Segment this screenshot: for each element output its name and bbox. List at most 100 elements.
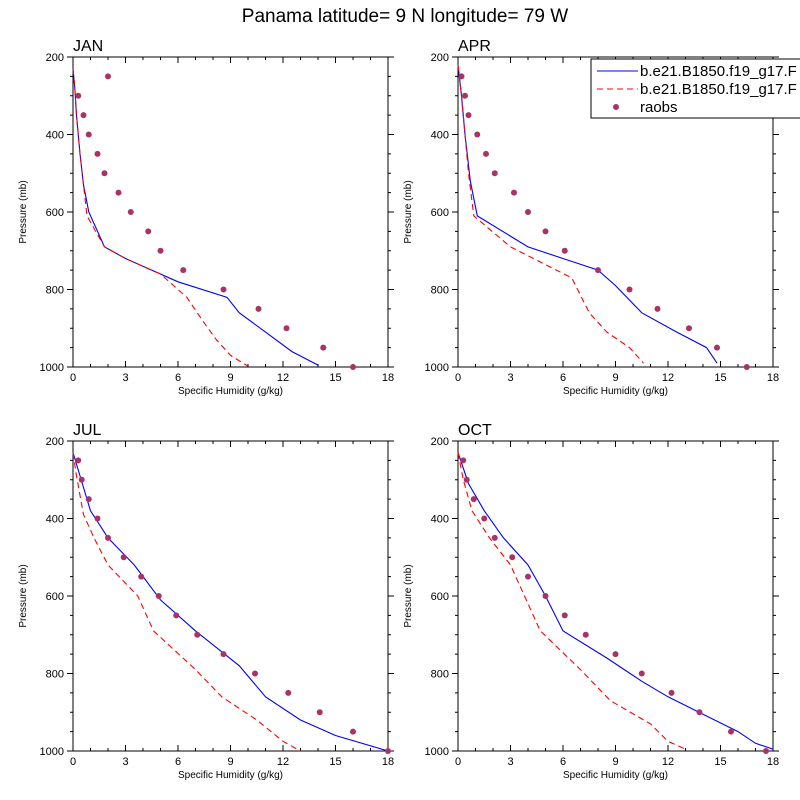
y-axis-label: Pressure (mb) — [403, 564, 414, 627]
model-dashed-line — [72, 68, 249, 367]
raobs-point — [491, 170, 498, 177]
raobs-point — [595, 267, 601, 274]
x-tick-label: 0 — [455, 372, 461, 384]
raobs-point — [654, 305, 661, 312]
panel-oct: OCT 0 3 6 9 12 15 18 200 400 600 800 1000 Specific Hu… — [403, 422, 779, 781]
x-tick-label: 0 — [455, 756, 461, 768]
raobs-point — [220, 651, 227, 658]
raobs-point — [80, 112, 87, 119]
y-tick-label: 600 — [431, 591, 449, 603]
x-tick-label: 12 — [662, 756, 674, 768]
x-tick-label: 12 — [277, 372, 289, 384]
y-tick-label: 800 — [431, 285, 449, 297]
raobs-point — [252, 670, 258, 677]
raobs-point — [157, 247, 164, 254]
raobs-point — [462, 92, 468, 99]
raobs-point — [285, 689, 292, 696]
raobs-point — [105, 73, 111, 80]
x-tick-label: 3 — [507, 372, 513, 384]
raobs-point — [542, 593, 549, 599]
raobs-point — [509, 554, 516, 561]
panel-title: JUL — [73, 422, 102, 439]
y-tick-label: 200 — [431, 436, 449, 448]
raobs-point — [115, 189, 122, 196]
panel-jul: JUL 0 3 6 9 12 15 18 200 400 600 800 1000 Specific Hu… — [18, 422, 394, 781]
panel-title: JAN — [73, 38, 103, 55]
raobs-point — [561, 247, 568, 254]
raobs-point — [686, 325, 692, 332]
legend-label: b.e21.B1850.f19_g17.F — [640, 63, 797, 80]
raobs-point — [180, 267, 187, 274]
x-tick-label: 9 — [612, 756, 618, 768]
x-tick-label: 15 — [329, 756, 341, 768]
raobs-point — [714, 344, 720, 351]
y-tick-label: 600 — [46, 207, 64, 219]
raobs-point — [350, 728, 356, 735]
model-dashed-line — [72, 452, 301, 752]
legend-box — [590, 58, 800, 119]
raobs-point — [474, 131, 481, 138]
raobs-point — [320, 344, 327, 351]
legend-label: raobs — [640, 99, 678, 116]
x-tick-label: 12 — [277, 756, 289, 768]
y-tick-label: 200 — [431, 52, 449, 64]
raobs-point — [85, 496, 92, 503]
plot-frame — [457, 440, 774, 752]
raobs-point — [743, 364, 750, 370]
legend-marker — [613, 104, 619, 110]
model-dashed-line — [457, 452, 686, 750]
x-tick-label: 3 — [122, 756, 128, 768]
y-tick-label: 200 — [46, 436, 64, 448]
x-tick-label: 3 — [122, 372, 128, 384]
chart-title: Panama latitude= 9 N longitude= 79 W — [242, 6, 568, 27]
raobs-point — [138, 573, 145, 580]
model-solid-line — [72, 452, 389, 752]
x-tick-label: 0 — [70, 756, 76, 768]
y-tick-label: 400 — [46, 130, 64, 142]
raobs-point — [255, 305, 262, 312]
y-tick-label: 1000 — [40, 362, 64, 374]
raobs-point — [525, 573, 531, 580]
y-axis-label: Pressure (mb) — [403, 180, 414, 243]
x-tick-label: 6 — [560, 372, 566, 384]
y-axis-label: Pressure (mb) — [18, 564, 29, 627]
raobs-point — [465, 112, 472, 119]
x-axis-label: Specific Humidity (g/kg) — [178, 770, 283, 781]
panel-apr: APR 0 3 6 9 12 15 18 200 400 600 800 1000 Specific Hu… — [403, 38, 779, 397]
panel-title: OCT — [458, 422, 492, 439]
y-tick-label: 400 — [431, 130, 449, 142]
raobs-point — [75, 92, 82, 99]
raobs-point — [78, 476, 85, 483]
x-tick-label: 9 — [227, 372, 233, 384]
raobs-point — [525, 209, 531, 215]
raobs-point — [127, 209, 134, 215]
x-axis-label: Specific Humidity (g/kg) — [563, 770, 668, 781]
y-tick-label: 600 — [46, 591, 64, 603]
raobs-point — [668, 689, 675, 696]
y-tick-label: 400 — [46, 514, 64, 526]
legend-label: b.e21.B1850.f19_g17.F — [640, 81, 797, 98]
raobs-point — [470, 496, 477, 503]
model-solid-line — [72, 68, 319, 366]
raobs-point — [85, 131, 92, 138]
x-tick-label: 9 — [612, 372, 618, 384]
raobs-point — [94, 515, 101, 522]
raobs-point — [283, 325, 290, 332]
y-tick-label: 800 — [46, 669, 64, 681]
raobs-point — [763, 748, 769, 754]
x-tick-label: 15 — [714, 372, 726, 384]
raobs-point — [626, 286, 633, 293]
x-tick-label: 18 — [382, 372, 394, 384]
raobs-point — [481, 515, 488, 522]
y-tick-label: 800 — [46, 285, 64, 297]
x-axis-label: Specific Humidity (g/kg) — [563, 386, 668, 397]
x-tick-label: 15 — [329, 372, 341, 384]
y-tick-label: 400 — [431, 514, 449, 526]
x-axis-label: Specific Humidity (g/kg) — [178, 386, 283, 397]
raobs-point — [561, 612, 568, 619]
raobs-point — [194, 631, 201, 638]
raobs-point — [696, 709, 703, 716]
y-tick-label: 1000 — [40, 746, 64, 758]
raobs-point — [145, 228, 152, 235]
